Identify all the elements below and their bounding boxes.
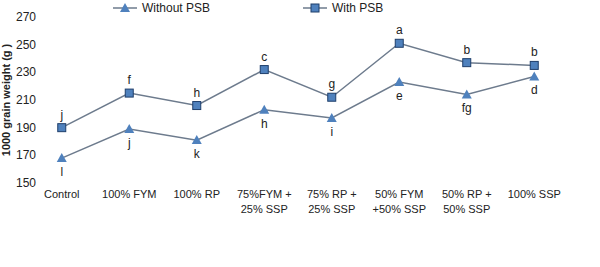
series-line bbox=[62, 43, 535, 127]
y-tick-label: 190 bbox=[16, 121, 36, 135]
y-tick-label: 250 bbox=[16, 38, 36, 52]
significance-letter: h bbox=[193, 86, 200, 100]
letters: l j k h i e fg d j f h c g a b b bbox=[59, 23, 537, 179]
y-tick-label: 270 bbox=[16, 10, 36, 24]
marker bbox=[530, 61, 538, 69]
significance-letter: i bbox=[330, 125, 333, 139]
x-tick-label: 75%FYM +25% SSP bbox=[237, 188, 292, 215]
x-tick-label: 50% RP +50% SSP bbox=[442, 188, 492, 215]
y-tick-label: 210 bbox=[16, 93, 36, 107]
marker bbox=[327, 113, 337, 122]
significance-letter: c bbox=[261, 50, 267, 64]
marker bbox=[192, 135, 202, 144]
significance-letter: h bbox=[261, 117, 268, 131]
marker bbox=[57, 153, 67, 162]
y-tick bbox=[37, 127, 40, 128]
series-line bbox=[62, 76, 535, 158]
significance-letter: e bbox=[396, 89, 403, 103]
legend-marker bbox=[311, 4, 319, 12]
marker bbox=[58, 124, 66, 132]
significance-letter: a bbox=[396, 23, 403, 37]
x-tick-label: 100% SSP bbox=[508, 188, 561, 200]
marker bbox=[260, 66, 268, 74]
significance-letter: k bbox=[194, 147, 201, 161]
legend-label: Without PSB bbox=[142, 1, 210, 15]
y-tick bbox=[37, 72, 40, 73]
y-axis-label: 1000 grain weight (g ) bbox=[0, 43, 12, 156]
marker bbox=[395, 39, 403, 47]
marker bbox=[463, 59, 471, 67]
significance-letter: b bbox=[463, 43, 470, 57]
legend-label: With PSB bbox=[332, 1, 383, 15]
significance-letter: j bbox=[59, 108, 63, 122]
significance-letter: l bbox=[60, 165, 63, 179]
x-tick-label: 100% RP bbox=[174, 188, 220, 200]
y-tick-label: 170 bbox=[16, 148, 36, 162]
marker bbox=[193, 102, 201, 110]
x-tick-label: 50% FYM+50% SSP bbox=[372, 188, 426, 215]
significance-letter: b bbox=[531, 45, 538, 59]
x-tick-label: 75% RP +25% SSP bbox=[307, 188, 357, 215]
significance-letter: g bbox=[328, 77, 335, 91]
significance-letter: d bbox=[531, 83, 538, 97]
legend: Without PSB With PSB bbox=[113, 1, 383, 15]
y-tick bbox=[37, 100, 40, 101]
marker bbox=[259, 105, 269, 114]
significance-letter: j bbox=[127, 136, 131, 150]
y-tick bbox=[37, 44, 40, 45]
y-tick bbox=[37, 155, 40, 156]
y-tick-label: 150 bbox=[16, 176, 36, 190]
marker bbox=[529, 71, 539, 80]
marker bbox=[124, 124, 134, 133]
legend-marker bbox=[120, 3, 130, 12]
y-tick bbox=[37, 183, 40, 184]
plot-area bbox=[57, 39, 540, 162]
marker bbox=[328, 93, 336, 101]
significance-letter: f bbox=[128, 73, 132, 87]
y-tick-label: 230 bbox=[16, 65, 36, 79]
marker bbox=[462, 89, 472, 98]
marker bbox=[125, 89, 133, 97]
x-tick-label: Control bbox=[44, 188, 79, 200]
significance-letter: fg bbox=[462, 101, 472, 115]
chart: 150 170 190 210 230 250 270 1000 grain weight (… bbox=[0, 0, 600, 267]
x-tick-label: 100% FYM bbox=[102, 188, 156, 200]
marker bbox=[394, 77, 404, 86]
y-tick bbox=[37, 17, 40, 18]
